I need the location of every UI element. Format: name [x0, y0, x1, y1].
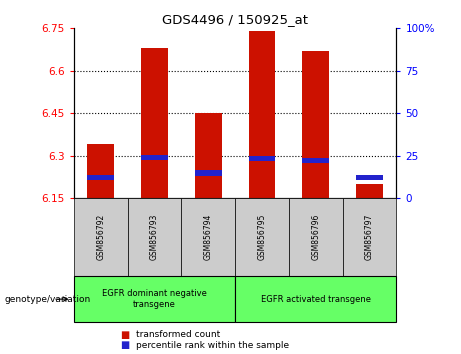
- Text: genotype/variation: genotype/variation: [5, 295, 91, 304]
- Bar: [248, 31, 275, 198]
- Title: GDS4496 / 150925_at: GDS4496 / 150925_at: [162, 13, 308, 26]
- Bar: [195, 113, 222, 198]
- Text: GSM856797: GSM856797: [365, 214, 374, 261]
- Bar: [195, 171, 222, 176]
- Text: EGFR dominant negative
transgene: EGFR dominant negative transgene: [102, 290, 207, 309]
- Bar: [302, 158, 329, 163]
- Bar: [87, 144, 114, 198]
- Text: ■: ■: [120, 330, 129, 339]
- Bar: [302, 51, 329, 198]
- Text: ■: ■: [120, 340, 129, 350]
- Bar: [356, 184, 383, 198]
- Text: percentile rank within the sample: percentile rank within the sample: [136, 341, 289, 350]
- Text: transformed count: transformed count: [136, 330, 220, 339]
- Bar: [141, 48, 168, 198]
- Bar: [356, 175, 383, 180]
- Text: GSM856795: GSM856795: [258, 214, 266, 261]
- Bar: [87, 175, 114, 180]
- Bar: [141, 155, 168, 160]
- Text: GSM856793: GSM856793: [150, 214, 159, 261]
- Text: GSM856794: GSM856794: [204, 214, 213, 261]
- Text: GSM856792: GSM856792: [96, 214, 105, 260]
- Bar: [248, 156, 275, 161]
- Text: GSM856796: GSM856796: [311, 214, 320, 261]
- Text: EGFR activated transgene: EGFR activated transgene: [261, 295, 371, 304]
